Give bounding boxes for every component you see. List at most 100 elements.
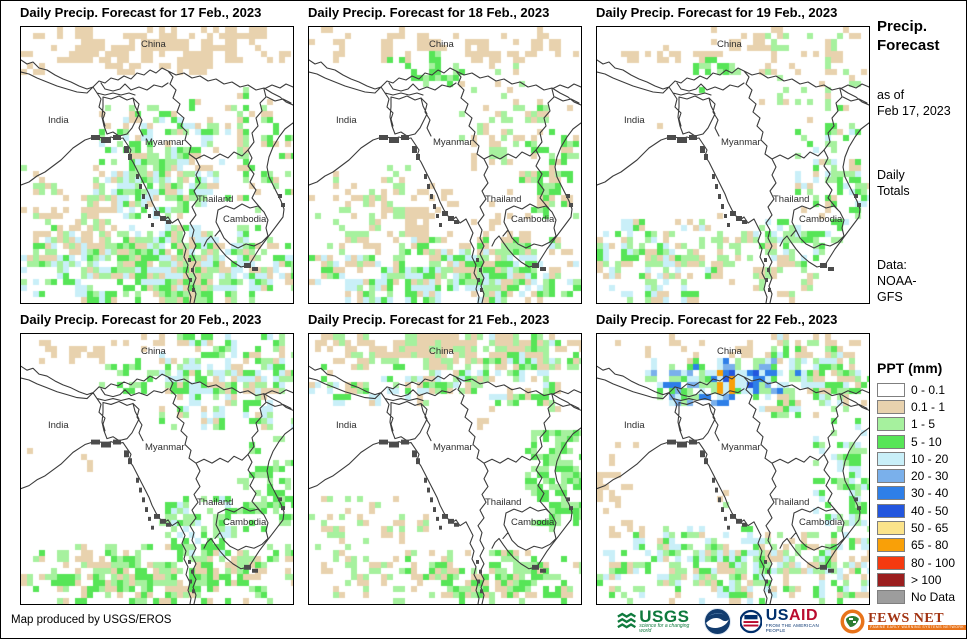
legend-entry: 30 - 40 — [877, 485, 966, 502]
map-label-thailand: Thailand — [197, 497, 234, 508]
usaid-wordmark-us: US — [765, 607, 789, 624]
map-label-cambodia: Cambodia — [223, 214, 267, 225]
map-label-india: India — [624, 420, 645, 431]
map-label-china: China — [141, 39, 166, 50]
legend-entry: No Data — [877, 589, 966, 606]
legend-entry: 10 - 20 — [877, 450, 966, 467]
legend-swatch — [877, 382, 905, 397]
country-borders — [309, 59, 581, 303]
panel-title: Daily Precip. Forecast for 21 Feb., 2023 — [308, 312, 550, 327]
precip-raster — [597, 334, 869, 604]
map-credit: Map produced by USGS/EROS — [11, 614, 172, 626]
sidebar-totals: Daily Totals — [877, 167, 966, 199]
data-label: Data: — [877, 258, 907, 272]
map-label-thailand: Thailand — [773, 497, 810, 508]
map-panel-feb22: Daily Precip. Forecast for 22 Feb., 2023… — [596, 312, 870, 605]
usgs-wave-icon — [617, 612, 636, 629]
legend-label: 1 - 5 — [911, 417, 936, 432]
map-label-india: India — [336, 420, 357, 431]
usgs-tagline: science for a changing world — [639, 622, 690, 634]
panel-title: Daily Precip. Forecast for 20 Feb., 2023 — [20, 312, 262, 327]
totals-line1: Daily — [877, 168, 905, 182]
map-panel-feb18: Daily Precip. Forecast for 18 Feb., 2023… — [308, 5, 582, 304]
precip-raster — [309, 334, 581, 604]
map-label-thailand: Thailand — [485, 194, 522, 205]
legend-entry: 5 - 10 — [877, 433, 966, 450]
legend-entry: 65 - 80 — [877, 537, 966, 554]
legend-label: 80 - 100 — [911, 555, 956, 570]
usgs-logo: USGS science for a changing world — [617, 608, 695, 634]
legend-entry: 20 - 30 — [877, 467, 966, 484]
country-borders — [597, 59, 869, 303]
legend-entry: 80 - 100 — [877, 554, 966, 571]
noaa-emblem-icon — [703, 607, 731, 635]
legend-swatch — [877, 486, 905, 501]
legend-swatch — [877, 590, 905, 605]
fewsnet-globe-icon — [840, 609, 865, 633]
legend-swatch — [877, 399, 905, 414]
map-panel-feb19: Daily Precip. Forecast for 19 Feb., 2023… — [596, 5, 870, 304]
legend-list: 0 - 0.1 0.1 - 1 1 - 5 5 - 10 10 - 20 20 - 30 3… — [877, 381, 966, 606]
usaid-wordmark-aid: AID — [788, 607, 819, 624]
legend-entry: 40 - 50 — [877, 502, 966, 519]
map-label-thailand: Thailand — [773, 194, 810, 205]
precip-raster — [21, 27, 293, 303]
sidebar-datasource: Data: NOAA- GFS — [877, 257, 966, 305]
legend-entry: 0 - 0.1 — [877, 381, 966, 398]
map-label-cambodia: Cambodia — [223, 517, 267, 528]
fewsnet-tagline: FAMINE EARLY WARNING SYSTEMS NETWORK — [868, 625, 966, 630]
legend-swatch — [877, 538, 905, 553]
map-label-myanmar: Myanmar — [145, 442, 185, 453]
precip-raster — [597, 27, 869, 303]
precip-raster — [21, 334, 293, 604]
precip-map: China India Myanmar Thailand Cambodia — [308, 333, 582, 605]
fewsnet-logo: FEWS NET FAMINE EARLY WARNING SYSTEMS NE… — [840, 609, 966, 634]
precip-raster — [309, 27, 581, 303]
map-panel-feb20: Daily Precip. Forecast for 20 Feb., 2023… — [20, 312, 294, 605]
asof-date: Feb 17, 2023 — [877, 104, 951, 118]
legend-label: 20 - 30 — [911, 469, 949, 484]
sidebar-title-line1: Precip. — [877, 18, 928, 35]
legend-label: 0.1 - 1 — [911, 399, 946, 414]
legend-label: 30 - 40 — [911, 486, 949, 501]
data-source-line1: NOAA- — [877, 274, 917, 288]
map-label-myanmar: Myanmar — [433, 137, 473, 148]
panel-title: Daily Precip. Forecast for 17 Feb., 2023 — [20, 5, 262, 20]
map-label-myanmar: Myanmar — [433, 442, 473, 453]
country-borders — [21, 365, 293, 604]
legend-entry: 50 - 65 — [877, 519, 966, 536]
country-borders — [309, 365, 581, 604]
map-label-cambodia: Cambodia — [511, 214, 555, 225]
map-label-china: China — [429, 346, 454, 357]
usaid-wordmark: USAID — [765, 607, 831, 624]
map-label-china: China — [717, 39, 742, 50]
legend-label: 10 - 20 — [911, 451, 949, 466]
legend-entry: 1 - 5 — [877, 416, 966, 433]
map-label-thailand: Thailand — [197, 194, 234, 205]
map-label-india: India — [336, 115, 357, 126]
legend-swatch — [877, 503, 905, 518]
map-label-myanmar: Myanmar — [721, 137, 761, 148]
legend-label: > 100 — [911, 572, 942, 587]
map-label-thailand: Thailand — [485, 497, 522, 508]
precip-map: China India Myanmar Thailand Cambodia — [308, 26, 582, 304]
legend-label: 5 - 10 — [911, 434, 942, 449]
map-panel-feb21: Daily Precip. Forecast for 21 Feb., 2023… — [308, 312, 582, 605]
legend-label: No Data — [911, 590, 956, 605]
map-label-myanmar: Myanmar — [145, 137, 185, 148]
panel-title: Daily Precip. Forecast for 22 Feb., 2023 — [596, 312, 838, 327]
panel-title: Daily Precip. Forecast for 19 Feb., 2023 — [596, 5, 838, 20]
legend-swatch — [877, 451, 905, 466]
usaid-seal-icon — [739, 609, 762, 633]
map-label-india: India — [624, 115, 645, 126]
asof-label: as of — [877, 88, 905, 102]
sidebar-title: Precip. Forecast — [877, 17, 966, 55]
usaid-logo: USAID FROM THE AMERICAN PEOPLE — [739, 607, 831, 634]
legend-label: 0 - 0.1 — [911, 382, 946, 397]
legend-swatch — [877, 555, 905, 570]
legend-swatch — [877, 572, 905, 587]
precip-map: China India Myanmar Thailand Cambodia — [20, 26, 294, 304]
country-borders — [597, 365, 869, 604]
data-source-line2: GFS — [877, 290, 903, 304]
